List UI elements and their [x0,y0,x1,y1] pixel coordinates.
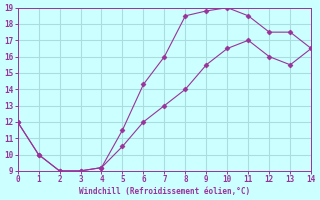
X-axis label: Windchill (Refroidissement éolien,°C): Windchill (Refroidissement éolien,°C) [79,187,250,196]
